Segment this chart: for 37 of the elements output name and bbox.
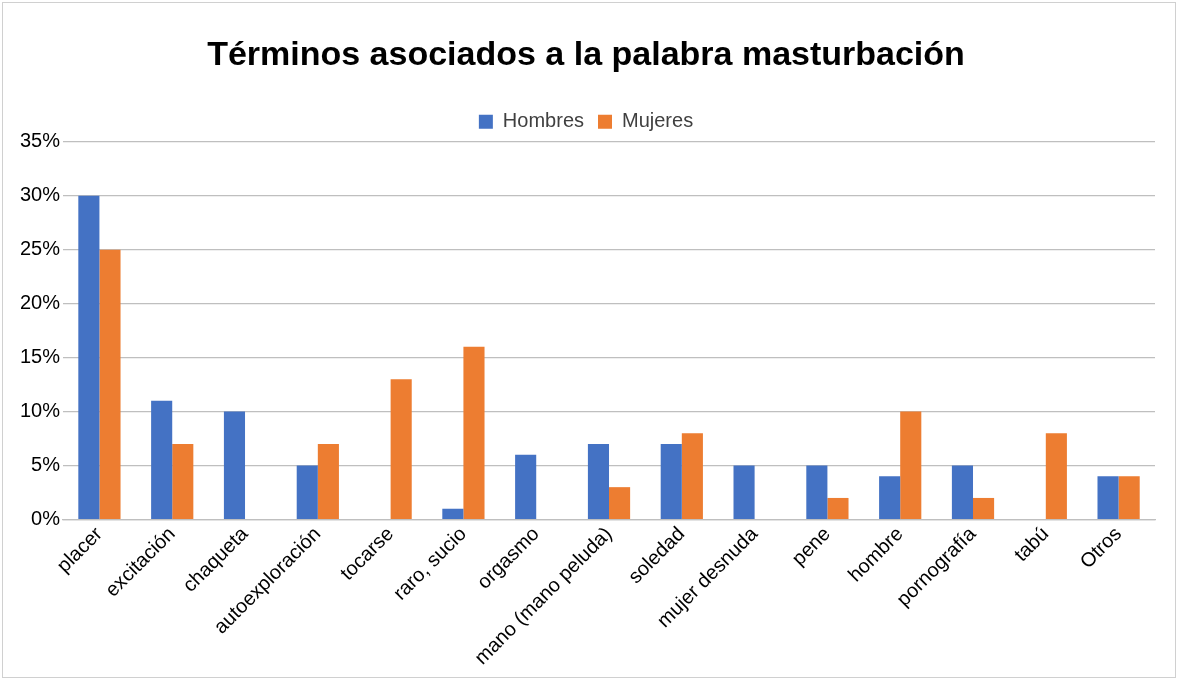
bar [317, 443, 339, 519]
x-tick-label: tabú [1009, 522, 1053, 566]
bar [442, 508, 464, 519]
legend-label: Hombres [502, 109, 585, 132]
bar [587, 443, 610, 519]
y-tick-label: 10% [20, 399, 61, 422]
bar [515, 454, 537, 519]
bar [78, 195, 100, 519]
bar [900, 411, 922, 519]
bar [973, 497, 995, 519]
bar [879, 476, 901, 519]
y-tick-label: 35% [20, 129, 61, 152]
bar [390, 379, 412, 519]
bar [296, 465, 318, 519]
y-tick-label: 15% [20, 345, 61, 368]
bar [1118, 476, 1140, 519]
y-tick-label: 30% [20, 183, 61, 206]
bar [151, 400, 173, 519]
y-tick-label: 5% [31, 453, 61, 476]
y-tick-label: 20% [20, 291, 61, 314]
bar [609, 487, 631, 519]
bar [1045, 433, 1067, 519]
bar [1097, 476, 1119, 519]
bar [733, 465, 755, 519]
y-tick-label: 25% [20, 237, 61, 260]
bar [463, 346, 485, 519]
legend-label: Mujeres [622, 109, 694, 132]
bar [681, 433, 703, 519]
y-tick-label: 0% [31, 507, 61, 530]
chart-title: Términos asociados a la palabra masturbación [207, 33, 965, 72]
bar [172, 443, 194, 519]
bar [827, 497, 849, 519]
bar [99, 249, 121, 519]
bar [223, 411, 246, 519]
bar [660, 443, 682, 519]
bar [806, 465, 828, 519]
bar [951, 465, 974, 519]
